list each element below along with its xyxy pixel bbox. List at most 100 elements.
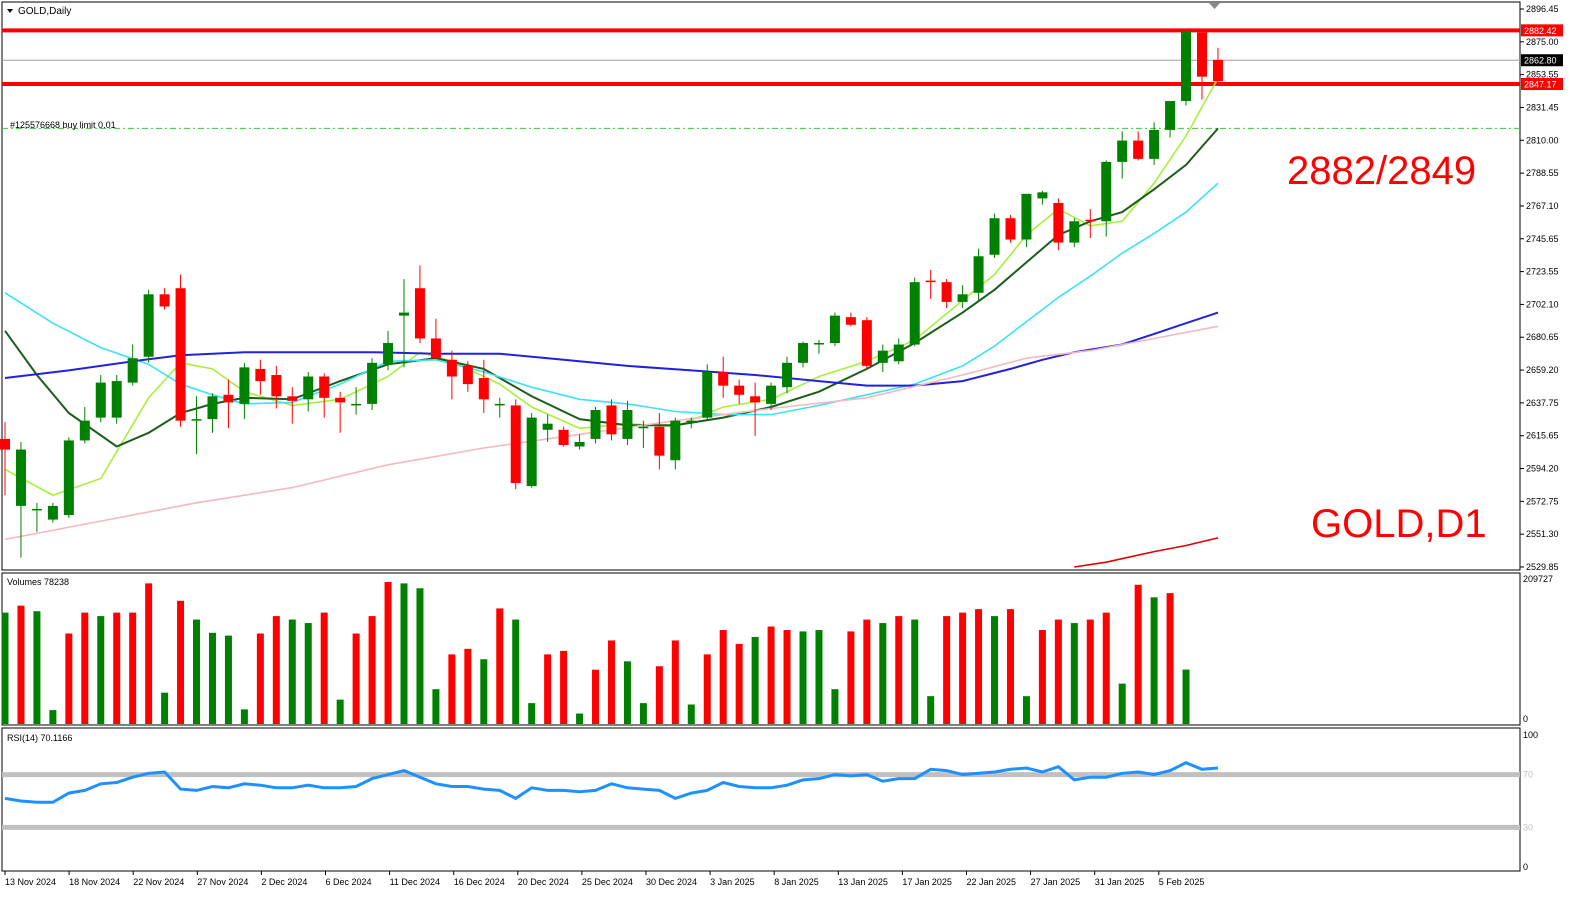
candle	[207, 393, 218, 433]
candle	[670, 417, 681, 470]
candle	[606, 399, 617, 441]
candle-body	[399, 312, 409, 316]
pending-order-label: #125576668 buy limit 0.01	[10, 120, 116, 130]
volume-bar	[703, 654, 711, 724]
candle	[829, 312, 840, 347]
candle	[941, 279, 952, 309]
candle	[590, 406, 601, 444]
candle-body	[542, 423, 553, 430]
volume-bar	[208, 632, 216, 724]
price-tick-label: 2767.10	[1526, 201, 1559, 211]
volume-bar	[129, 612, 137, 724]
volume-bar	[1, 612, 9, 724]
volume-bar	[49, 710, 57, 724]
candle-body	[367, 362, 378, 404]
volume-bar	[639, 703, 647, 724]
price-tick-label: 2875.00	[1526, 37, 1559, 47]
candle-body	[303, 376, 314, 400]
candle-body	[558, 429, 569, 446]
candle	[1053, 198, 1064, 251]
rsi-tick-label: 100	[1523, 730, 1538, 740]
candle-body	[383, 343, 394, 365]
candle	[414, 265, 425, 344]
time-tick-label: 6 Dec 2024	[326, 877, 372, 887]
volumes-panel[interactable]	[1, 572, 1521, 726]
price-tick-label: 2788.55	[1526, 168, 1559, 178]
volume-bar	[799, 631, 807, 724]
candle-body	[127, 358, 138, 383]
candle-body	[79, 420, 90, 441]
candle-body	[989, 218, 1000, 255]
candle	[1085, 209, 1096, 238]
shift-marker-icon[interactable]	[1209, 3, 1220, 9]
volume-bar	[911, 619, 919, 724]
price-tick-label: 2723.55	[1526, 267, 1559, 277]
candle	[686, 417, 697, 429]
volume-bar	[1182, 669, 1190, 724]
volume-bar	[879, 623, 887, 724]
volume-tick-label: 209727	[1523, 574, 1553, 584]
symbol-annotation: GOLD,D1	[1311, 502, 1487, 546]
candle	[1165, 101, 1176, 138]
time-tick-label: 18 Nov 2024	[69, 877, 120, 887]
candle	[766, 382, 777, 410]
time-tick-label: 13 Nov 2024	[5, 877, 56, 887]
time-tick-label: 11 Dec 2024	[390, 877, 440, 887]
candle-body	[1085, 219, 1096, 222]
time-tick-label: 20 Dec 2024	[518, 877, 569, 887]
rsi-layer	[2, 761, 1520, 830]
rsi-line	[4, 761, 1219, 804]
candle	[335, 391, 346, 433]
candle-body	[255, 368, 266, 382]
triangle-down-icon[interactable]	[7, 9, 13, 13]
candle-body	[973, 256, 984, 293]
volume-bar	[959, 612, 967, 724]
svg-text:2862.80: 2862.80	[1524, 56, 1557, 66]
rsi-title: RSI(14) 70.1166	[7, 733, 72, 743]
volume-bar	[81, 612, 89, 724]
candle	[957, 285, 968, 309]
level-lines-layer	[2, 28, 1520, 129]
candle-body	[1021, 193, 1032, 240]
time-tick-label: 22 Jan 2025	[967, 877, 1017, 887]
axes-layer: 2896.45 2875.00 2853.55 2831.45 2810.00 2788.…	[4, 4, 1563, 887]
candle	[638, 420, 649, 449]
candle-body	[957, 294, 968, 302]
candle	[111, 374, 122, 424]
candle-body	[223, 394, 234, 403]
volume-bar	[224, 635, 232, 724]
time-tick-label: 27 Nov 2024	[197, 877, 248, 887]
candle	[893, 338, 904, 365]
candle	[1149, 122, 1160, 165]
volume-bar	[943, 616, 951, 724]
volume-bar	[927, 696, 935, 724]
volume-bar	[240, 709, 248, 724]
volume-bar	[1134, 584, 1142, 724]
volume-bar	[193, 619, 201, 724]
volume-bar	[1054, 619, 1062, 724]
candle-body	[175, 288, 186, 421]
candle	[303, 371, 314, 412]
rsi-panel[interactable]	[1, 727, 1521, 872]
candle	[430, 318, 441, 359]
candle-body	[15, 449, 26, 506]
candle-body	[191, 419, 202, 421]
volume-bar	[352, 633, 360, 724]
candle-body	[63, 440, 74, 516]
candle-body	[734, 385, 745, 395]
candle-body	[430, 338, 441, 359]
time-tick-label: 17 Jan 2025	[902, 877, 952, 887]
candle	[1181, 30, 1192, 106]
candle	[510, 399, 521, 490]
price-panel[interactable]	[1, 1, 1521, 571]
volume-bar	[1038, 630, 1046, 724]
volume-bar	[847, 631, 855, 724]
candle	[622, 400, 633, 446]
candle-body	[0, 438, 10, 450]
volume-bar	[895, 616, 903, 724]
candle-body	[1037, 192, 1048, 199]
candle	[287, 387, 298, 424]
candle	[989, 213, 1000, 258]
